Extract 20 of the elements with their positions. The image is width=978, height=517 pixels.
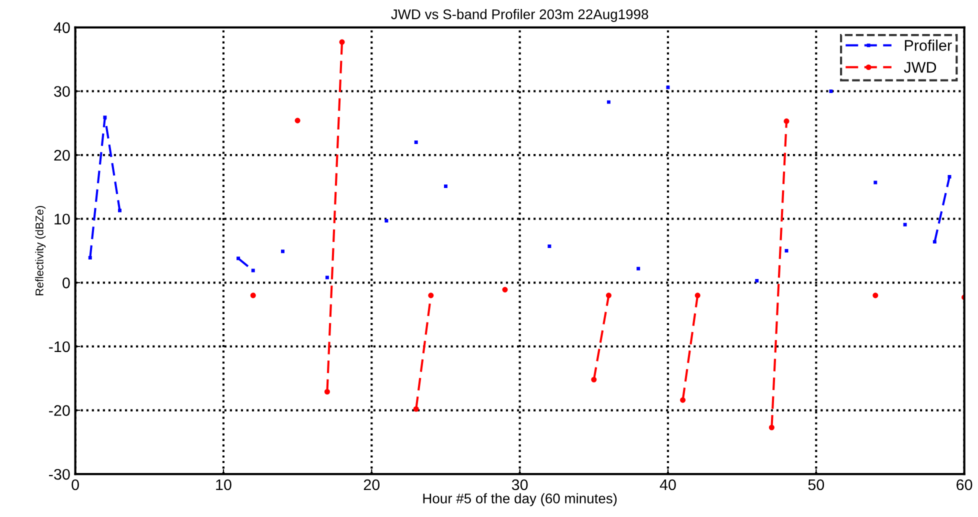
y-tick-label: -10 xyxy=(49,341,70,352)
legend-label: Profiler xyxy=(904,40,952,51)
chart-title: JWD vs S-band Profiler 203m 22Aug1998 xyxy=(391,9,648,22)
x-tick-label: 50 xyxy=(808,479,824,490)
x-tick-label: 40 xyxy=(660,479,676,490)
y-tick-label: -20 xyxy=(49,405,70,416)
y-tick-label: 40 xyxy=(54,22,70,34)
y-tick-label: 20 xyxy=(54,150,70,161)
x-tick-label: 20 xyxy=(364,479,380,490)
y-tick-label: 10 xyxy=(54,214,70,225)
x-tick-label: 10 xyxy=(216,479,232,490)
x-tick-label: 30 xyxy=(512,479,528,490)
legend-label: JWD xyxy=(904,62,936,73)
y-axis-title: Reflectivity (dBZe) xyxy=(35,206,46,296)
y-tick-label: 30 xyxy=(54,86,70,97)
x-tick-label: 60 xyxy=(956,479,972,490)
x-tick-label: 0 xyxy=(72,479,79,490)
y-tick-label: -30 xyxy=(49,468,70,480)
x-axis-title: Hour #5 of the day (60 minutes) xyxy=(423,493,617,506)
y-tick-label: 0 xyxy=(62,278,70,288)
